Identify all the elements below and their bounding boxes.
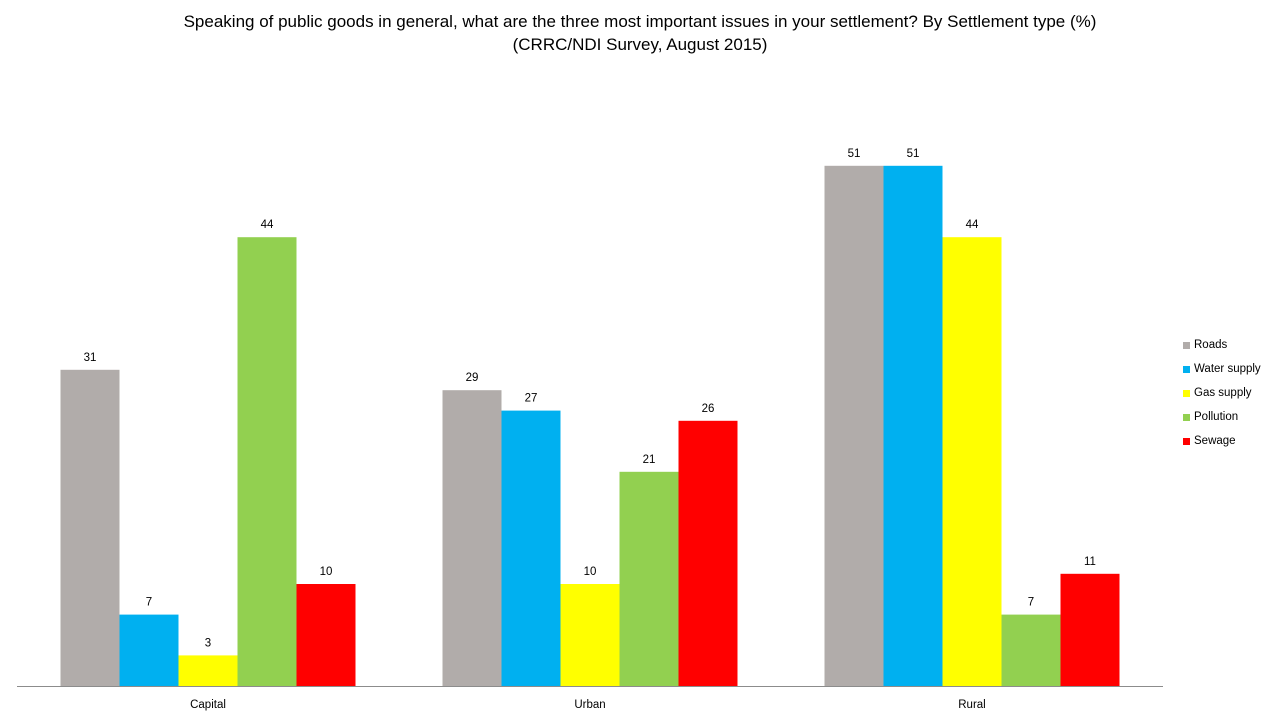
data-label-capital-roads: 31 [84, 352, 97, 364]
data-label-rural-gas-supply: 44 [966, 219, 979, 231]
data-label-urban-roads: 29 [466, 372, 479, 384]
legend-item-roads: Roads [1183, 333, 1261, 357]
chart-title: Speaking of public goods in general, wha… [0, 10, 1280, 56]
data-label-urban-pollution: 21 [643, 454, 656, 466]
legend-swatch-water-supply [1183, 365, 1190, 373]
data-label-urban-sewage: 26 [702, 403, 715, 415]
data-label-rural-pollution: 7 [1028, 597, 1034, 609]
bar-capital-water-supply [119, 614, 179, 686]
bar-urban-pollution [619, 471, 679, 686]
legend-item-water-supply: Water supply [1183, 357, 1261, 381]
x-tick-label-urban: Urban [574, 699, 605, 711]
legend-swatch-pollution [1183, 413, 1190, 421]
bar-rural-gas-supply [942, 237, 1002, 686]
bar-urban-roads [442, 390, 502, 686]
bar-capital-roads [60, 369, 120, 686]
legend-label-sewage: Sewage [1194, 435, 1236, 447]
bar-capital-sewage [296, 584, 356, 686]
data-label-urban-water-supply: 27 [525, 393, 538, 405]
chart-legend: Roads Water supply Gas supply Pollution Sewa… [1183, 333, 1261, 453]
data-label-rural-sewage: 11 [1084, 556, 1096, 568]
bar-urban-sewage [678, 420, 738, 686]
legend-swatch-gas-supply [1183, 389, 1190, 397]
data-label-urban-gas-supply: 10 [584, 566, 597, 578]
bar-capital-gas-supply [178, 655, 238, 686]
bar-urban-gas-supply [560, 584, 620, 686]
legend-label-water-supply: Water supply [1194, 363, 1261, 375]
legend-item-pollution: Pollution [1183, 405, 1261, 429]
bar-rural-pollution [1001, 614, 1061, 686]
legend-label-pollution: Pollution [1194, 411, 1239, 423]
x-tick-label-capital: Capital [190, 699, 226, 711]
chart-title-line2: (CRRC/NDI Survey, August 2015) [512, 35, 768, 54]
data-label-rural-water-supply: 51 [907, 148, 920, 160]
legend-swatch-roads [1183, 341, 1190, 349]
legend-label-roads: Roads [1194, 339, 1228, 351]
legend-label-gas-supply: Gas supply [1194, 387, 1252, 399]
bar-urban-water-supply [501, 410, 561, 686]
bar-rural-roads [824, 165, 884, 687]
bar-rural-water-supply [883, 165, 943, 687]
bar-rural-sewage [1060, 573, 1120, 686]
chart-title-line1: Speaking of public goods in general, wha… [183, 12, 1097, 31]
bar-capital-pollution [237, 237, 297, 686]
legend-item-sewage: Sewage [1183, 429, 1261, 453]
legend-item-gas-supply: Gas supply [1183, 381, 1261, 405]
legend-swatch-sewage [1183, 437, 1190, 445]
data-label-capital-gas-supply: 3 [205, 637, 211, 649]
data-label-capital-pollution: 44 [261, 219, 274, 231]
data-label-rural-roads: 51 [848, 148, 861, 160]
data-label-capital-water-supply: 7 [146, 597, 152, 609]
x-tick-label-rural: Rural [958, 699, 985, 711]
data-label-capital-sewage: 10 [320, 566, 333, 578]
